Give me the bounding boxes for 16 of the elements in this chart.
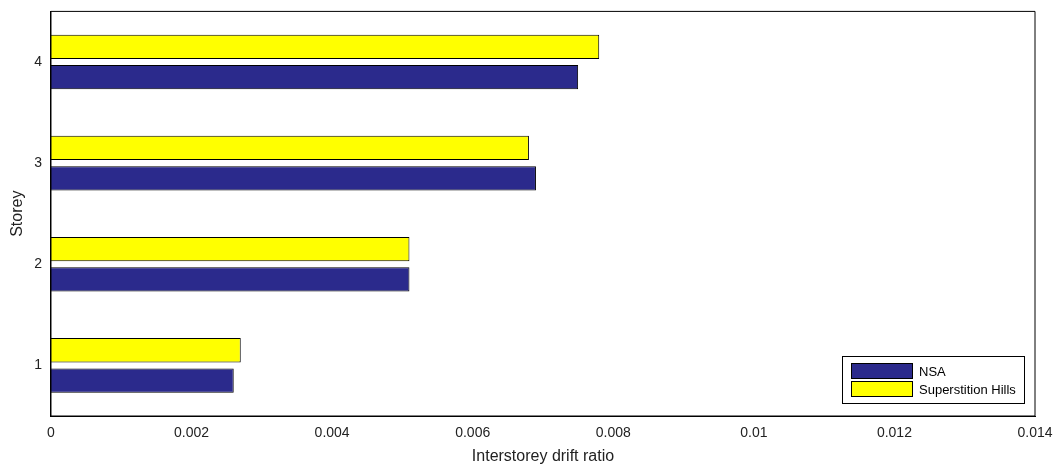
x-tick-label: 0.012: [876, 424, 913, 441]
x-tick-label: 0.01: [740, 424, 768, 441]
legend-label: Superstition Hills: [919, 381, 1016, 397]
x-axis-title: Interstorey drift ratio: [471, 446, 615, 464]
y-tick-label: 2: [34, 255, 43, 272]
x-tick-label: 0.014: [1017, 424, 1053, 441]
legend-label: NSA: [919, 363, 946, 379]
x-tick-label: 0.002: [174, 424, 210, 441]
y-tick-label: 4: [34, 52, 43, 69]
y-tick-label: 1: [34, 356, 43, 373]
y-tick-label: 3: [34, 153, 43, 170]
x-tick-label: 0.008: [595, 424, 631, 441]
y-axis-title: Storey: [8, 190, 26, 237]
x-tick-label: 0.004: [314, 424, 350, 441]
x-tick-label: 0: [47, 424, 56, 441]
x-tick-label: 0.006: [455, 424, 491, 441]
